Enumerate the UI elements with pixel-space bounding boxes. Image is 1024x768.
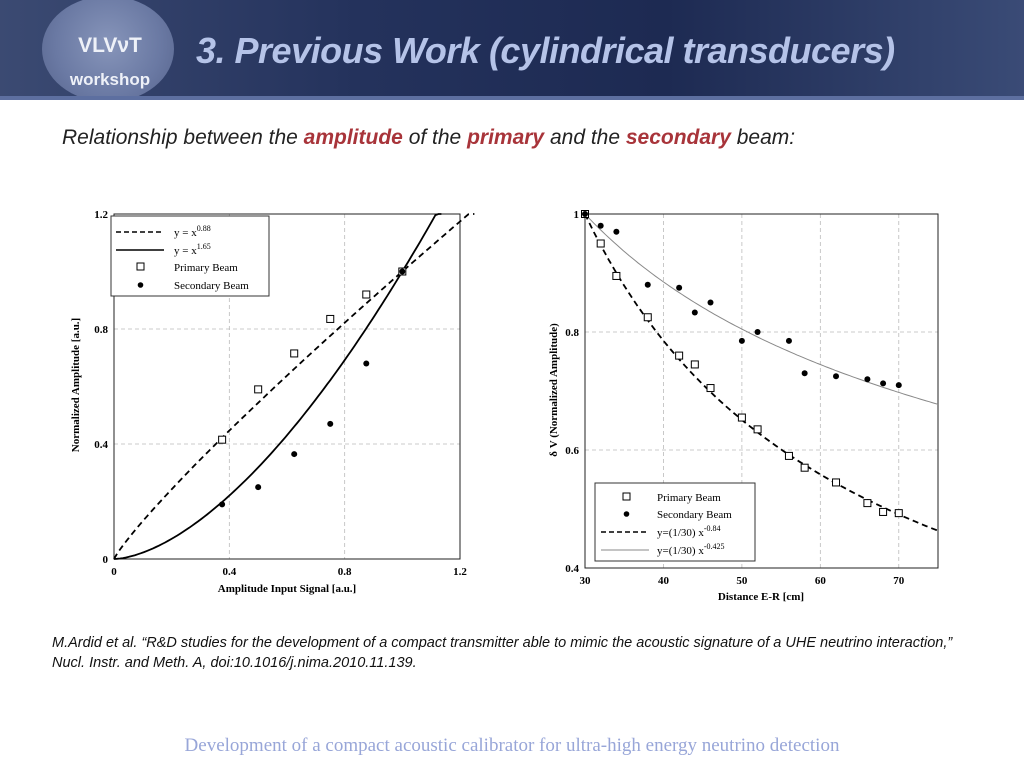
y-tick-label: 0.8 (94, 324, 108, 336)
y-axis-label: Normalized Amplitude [a.u.] (70, 318, 82, 452)
secondary-beam-point (597, 222, 604, 229)
fit-curve-2 (584, 213, 939, 405)
x-tick-label: 60 (815, 575, 827, 587)
secondary-beam-point (255, 484, 262, 491)
legend-secondary: Secondary Beam (657, 509, 732, 521)
logo-text-vlvnt: VLVνT (78, 34, 142, 57)
legend-primary: Primary Beam (657, 492, 721, 504)
amplitude-chart: 0 0.4 0.8 1.2 0 0.4 0.8 1.2 Normalized Amplitud… (70, 209, 475, 595)
legend-fit-dashed: y = x0.88 (174, 224, 211, 239)
slide-footer: Development of a compact acoustic calibr… (184, 735, 840, 756)
primary-beam-point (612, 271, 621, 280)
primary-beam-point (784, 451, 793, 460)
secondary-beam-point (363, 360, 370, 367)
fit-curve-1 (113, 213, 475, 560)
subtitle-part4: beam: (730, 126, 796, 149)
x-axis-label: Amplitude Input Signal [a.u.] (218, 583, 356, 595)
y-tick-label: 0.6 (565, 445, 579, 457)
primary-beam-point (690, 360, 699, 369)
primary-beam-point (753, 425, 762, 434)
secondary-beam-point (327, 420, 334, 427)
primary-beam-point (737, 413, 746, 422)
plot-frame (584, 213, 939, 569)
secondary-beam-point (880, 380, 887, 387)
secondary-beam-point (291, 451, 298, 458)
secondary-beam-point (676, 284, 683, 291)
y-tick-label: 1 (574, 209, 580, 221)
subtitle-part2: of the (402, 126, 468, 149)
secondary-beam-point (833, 373, 840, 380)
subtitle-emphasis-amplitude: amplitude (303, 126, 403, 149)
slide-header: VLVνT workshop 3. Previous Work (cylindr… (0, 0, 1024, 100)
secondary-beam-point (399, 268, 406, 275)
fit-curve-2 (113, 213, 442, 560)
y-tick-label: 0.4 (565, 563, 579, 575)
subtitle-emphasis-primary: primary (467, 126, 545, 149)
slide-title: 3. Previous Work (cylindrical transducer… (196, 30, 895, 71)
legend-secondary: Secondary Beam (174, 280, 249, 292)
y-axis-label: δ V (Normalized Amplitude) (548, 323, 560, 457)
secondary-beam-point (613, 228, 620, 235)
primary-beam-point (362, 290, 371, 299)
legend-fit-solid: y = x1.65 (174, 242, 211, 257)
primary-beam-point (675, 351, 684, 360)
x-tick-label: 0.4 (222, 566, 236, 578)
secondary-beam-point (707, 299, 714, 306)
primary-beam-point (218, 435, 227, 444)
legend-primary: Primary Beam (174, 262, 238, 274)
primary-beam-point (290, 349, 299, 358)
legend-fit-solid: y=(1/30) x-0.425 (657, 542, 725, 557)
primary-beam-point (643, 313, 652, 322)
primary-beam-point (894, 509, 903, 518)
workshop-logo (42, 0, 174, 100)
secondary-beam-point (754, 329, 761, 335)
x-tick-label: 30 (580, 575, 592, 587)
primary-beam-point (254, 385, 263, 394)
primary-beam-point (879, 507, 888, 516)
primary-beam-point (832, 478, 841, 487)
legend-box: Primary Beam Secondary Beam y=(1/30) x-0… (594, 482, 756, 562)
distance-chart: 30 40 50 60 70 0.4 0.6 0.8 1 δ V (Normalized Amp… (548, 209, 939, 603)
x-tick-label: 40 (658, 575, 670, 587)
secondary-beam-point (582, 211, 588, 217)
x-axis-label: Distance E-R [cm] (718, 591, 804, 603)
primary-beam-point (596, 239, 605, 248)
secondary-beam-point (644, 281, 651, 288)
plot-frame (113, 213, 461, 560)
y-tick-label: 1.2 (94, 209, 108, 221)
x-tick-label: 50 (736, 575, 748, 587)
secondary-beam-point (219, 501, 226, 508)
secondary-beam-point (691, 309, 698, 316)
primary-beam-point (326, 314, 335, 323)
secondary-beam-point (895, 382, 902, 389)
primary-beam-point (800, 463, 809, 472)
y-tick-label: 0.8 (565, 327, 579, 339)
reference-citation: M.Ardid et al. “R&D studies for the deve… (52, 635, 953, 671)
legend-box: y = x0.88 y = x1.65 Primary Beam Seconda… (110, 215, 270, 297)
y-tick-label: 0.4 (94, 439, 108, 451)
secondary-beam-point (864, 376, 871, 383)
secondary-beam-point (785, 337, 792, 344)
subtitle-part1: Relationship between the (62, 126, 304, 149)
x-tick-label: 1.2 (453, 566, 467, 578)
secondary-beam-point (738, 337, 745, 344)
logo-text-workshop: workshop (69, 70, 151, 89)
subtitle-emphasis-secondary: secondary (625, 126, 731, 149)
primary-beam-point (706, 384, 715, 393)
fit-curve-1 (584, 213, 939, 532)
header-divider (0, 96, 1024, 100)
primary-beam-point (863, 499, 872, 508)
y-tick-label: 0 (103, 554, 109, 566)
subtitle-part3: and the (544, 126, 626, 149)
x-tick-label: 0 (111, 566, 117, 578)
slide-subtitle: Relationship between the amplitude of th… (62, 126, 795, 150)
legend-fit-dashed: y=(1/30) x-0.84 (657, 524, 721, 539)
x-tick-label: 70 (893, 575, 905, 587)
secondary-beam-point (801, 370, 808, 377)
x-tick-label: 0.8 (338, 566, 352, 578)
